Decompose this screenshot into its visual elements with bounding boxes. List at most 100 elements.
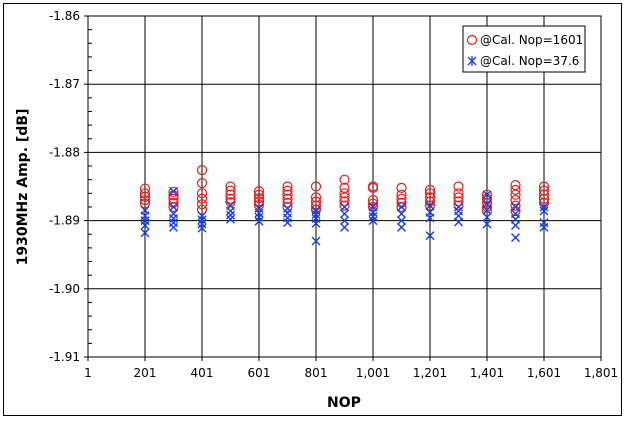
x-marker-stroke — [539, 206, 549, 216]
x-marker-stroke — [425, 213, 435, 223]
data-point-circle — [424, 192, 436, 203]
data-point-x — [254, 212, 264, 222]
data-point-x — [311, 209, 321, 219]
legend: @Cal. Nop=1601 @Cal. Nop=37.6 — [462, 25, 586, 73]
x-marker-stroke — [482, 190, 492, 200]
y-tick-label: -1.88 — [49, 145, 80, 159]
data-point-circle — [538, 189, 550, 200]
data-point-x — [311, 205, 321, 215]
data-point-x — [482, 205, 492, 215]
data-point-x — [425, 201, 435, 211]
x-marker-stroke — [539, 202, 549, 212]
data-point-circle — [282, 189, 293, 200]
data-point-circle — [196, 165, 208, 176]
data-point-circle — [510, 184, 521, 196]
y-axis-title: 1930MHz Amp. [dB] — [15, 109, 31, 266]
data-point-circle — [253, 186, 265, 197]
x-marker-stroke — [197, 219, 207, 229]
x-marker-stroke — [311, 236, 321, 246]
data-point-x — [140, 220, 150, 230]
x-tick-label: 801 — [305, 366, 328, 380]
data-point-circle — [481, 205, 493, 217]
x-marker-stroke — [283, 218, 292, 228]
data-point-x — [539, 206, 549, 216]
data-point-circle — [538, 193, 550, 204]
data-point-x — [254, 208, 264, 218]
data-point-circle — [282, 185, 293, 196]
x-marker-stroke — [368, 212, 378, 222]
legend-label-series-1: @Cal. Nop=1601 — [480, 33, 583, 47]
data-point-circle — [481, 201, 493, 213]
data-point-x — [340, 209, 349, 219]
data-point-circle — [396, 182, 407, 193]
data-point-x — [169, 214, 178, 224]
data-point-circle — [367, 182, 379, 193]
data-point-x — [226, 214, 235, 224]
x-axis-title: NOP — [327, 395, 361, 411]
data-point-x — [425, 231, 435, 241]
x-marker-stroke — [340, 216, 349, 226]
data-point-x — [254, 216, 264, 226]
x-marker-stroke — [140, 220, 150, 230]
x-marker-stroke — [140, 228, 150, 238]
data-point-x — [197, 211, 207, 221]
data-point-x — [169, 222, 178, 232]
data-point-circle — [339, 174, 350, 185]
x-marker-stroke — [226, 210, 235, 220]
data-point-circle — [139, 183, 151, 194]
x-marker-stroke — [539, 222, 549, 232]
data-point-x — [311, 218, 321, 228]
data-point-x — [482, 219, 492, 229]
x-marker-stroke — [397, 216, 406, 226]
x-marker-stroke — [425, 231, 435, 241]
y-tick-label: -1.89 — [49, 214, 80, 228]
x-marker-stroke — [511, 233, 520, 243]
x-marker-stroke — [197, 211, 207, 221]
data-point-circle — [310, 181, 322, 192]
legend-marker-circle — [466, 34, 478, 46]
data-point-circle — [510, 200, 521, 211]
x-marker-stroke — [169, 186, 178, 196]
x-marker-stroke — [226, 214, 235, 224]
x-tick-label: 201 — [134, 366, 157, 380]
data-point-circle — [310, 192, 322, 203]
x-marker-stroke — [482, 205, 492, 215]
x-tick-label: 401 — [191, 366, 214, 380]
y-tick-label: -1.87 — [49, 77, 80, 91]
legend-marker-x — [467, 56, 477, 66]
data-point-x — [482, 212, 492, 222]
x-marker-stroke — [482, 199, 492, 209]
x-marker-stroke — [368, 216, 378, 226]
data-point-x — [340, 222, 349, 232]
x-marker-stroke — [397, 202, 406, 212]
x-marker-stroke — [454, 202, 463, 212]
data-point-x — [368, 207, 378, 217]
data-point-circle — [168, 201, 179, 213]
y-tick-label: -1.90 — [49, 282, 80, 296]
data-point-circle — [453, 181, 464, 192]
data-point-x — [454, 217, 463, 227]
data-point-circle — [339, 192, 350, 203]
y-axis-ticks: -1.86 -1.87 -1.88 -1.89 -1.90 -1.91 — [49, 9, 88, 364]
data-point-circle — [253, 189, 265, 200]
data-point-circle — [225, 181, 236, 192]
data-point-x — [511, 202, 520, 212]
data-point-x — [397, 202, 406, 212]
data-point-x — [511, 233, 520, 243]
data-point-circle — [139, 198, 151, 209]
data-point-circle — [367, 195, 379, 206]
data-point-x — [226, 206, 235, 216]
data-point-circle — [225, 189, 236, 200]
data-point-circle — [225, 185, 236, 196]
data-point-x — [283, 218, 292, 228]
data-point-x — [482, 199, 492, 209]
data-point-circle — [253, 192, 265, 204]
data-point-x — [197, 223, 207, 233]
x-marker-stroke — [169, 222, 178, 232]
x-marker-stroke — [482, 219, 492, 229]
data-point-circle — [139, 191, 151, 202]
x-marker-stroke — [311, 205, 321, 215]
x-marker-stroke — [511, 220, 520, 230]
x-marker-stroke — [340, 202, 349, 212]
